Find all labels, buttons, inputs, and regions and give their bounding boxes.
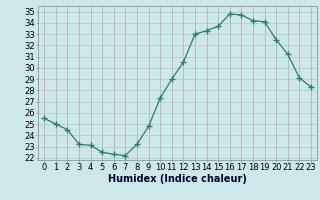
X-axis label: Humidex (Indice chaleur): Humidex (Indice chaleur) xyxy=(108,174,247,184)
